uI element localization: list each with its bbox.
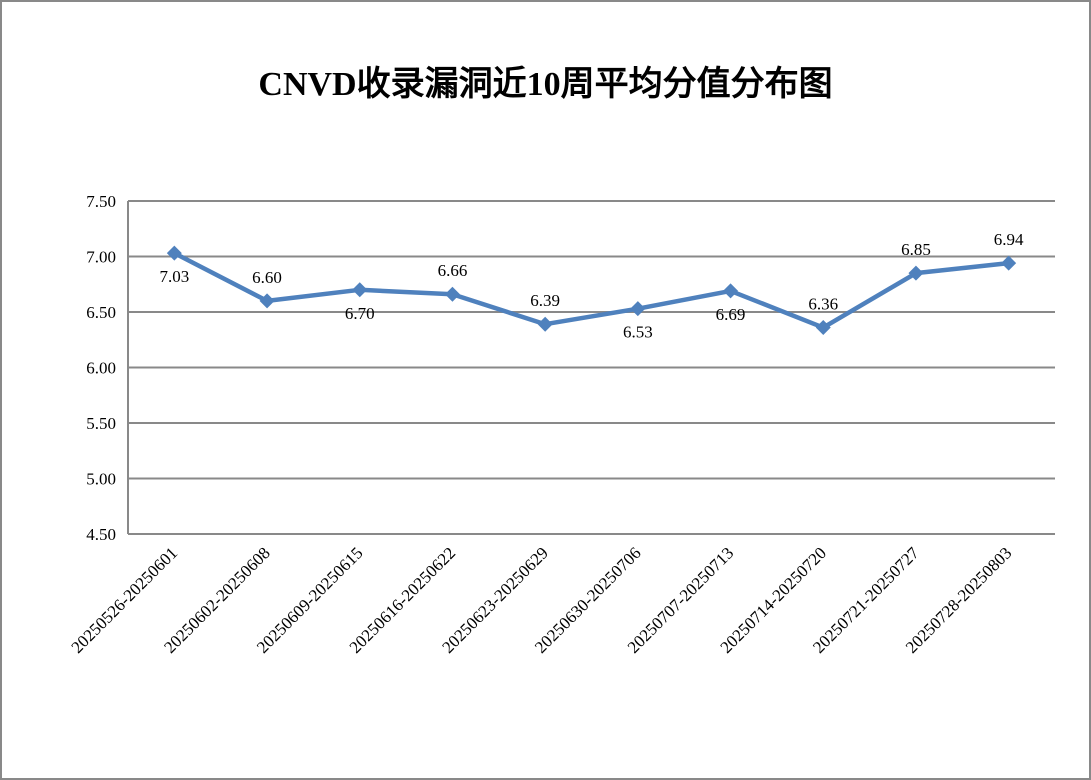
diamond-marker xyxy=(537,316,553,332)
y-tick-label: 5.50 xyxy=(86,414,116,433)
data-label: 6.85 xyxy=(901,240,931,259)
diamond-marker xyxy=(908,265,924,281)
y-axis: 4.50 5.00 5.50 6.00 6.50 7.00 7.50 xyxy=(86,192,129,544)
data-label: 6.70 xyxy=(345,304,375,323)
chart-title: CNVD收录漏洞近10周平均分值分布图 xyxy=(258,66,833,103)
data-label: 6.53 xyxy=(623,323,653,342)
data-label: 6.94 xyxy=(994,230,1024,249)
data-series xyxy=(166,245,1017,336)
data-labels: 7.03 6.60 6.70 6.66 6.39 6.53 6.69 6.36 6.85 6.94 xyxy=(159,230,1024,342)
series-line xyxy=(173,251,1009,330)
gridlines xyxy=(128,200,1055,535)
diamond-marker xyxy=(444,286,460,302)
diamond-marker xyxy=(352,282,368,298)
diamond-marker xyxy=(166,245,182,261)
diamond-marker xyxy=(815,320,831,336)
diamond-marker xyxy=(1001,255,1017,271)
y-tick-label: 5.00 xyxy=(86,470,116,489)
data-label: 7.03 xyxy=(159,267,189,286)
data-label: 6.60 xyxy=(252,268,282,287)
y-tick-label: 7.50 xyxy=(86,192,116,211)
diamond-marker xyxy=(723,283,739,299)
y-tick-label: 6.50 xyxy=(86,303,116,322)
y-tick-label: 7.00 xyxy=(86,248,116,267)
y-tick-label: 4.50 xyxy=(86,525,116,544)
diamond-marker xyxy=(630,301,646,317)
x-axis: 20250526-2025060120250602-20250608202506… xyxy=(68,543,1016,657)
data-label: 6.69 xyxy=(716,305,746,324)
diamond-marker xyxy=(259,293,275,309)
data-label: 6.39 xyxy=(530,291,560,310)
y-tick-label: 6.00 xyxy=(86,359,116,378)
data-label: 6.36 xyxy=(808,295,838,314)
data-label: 6.66 xyxy=(438,261,468,280)
